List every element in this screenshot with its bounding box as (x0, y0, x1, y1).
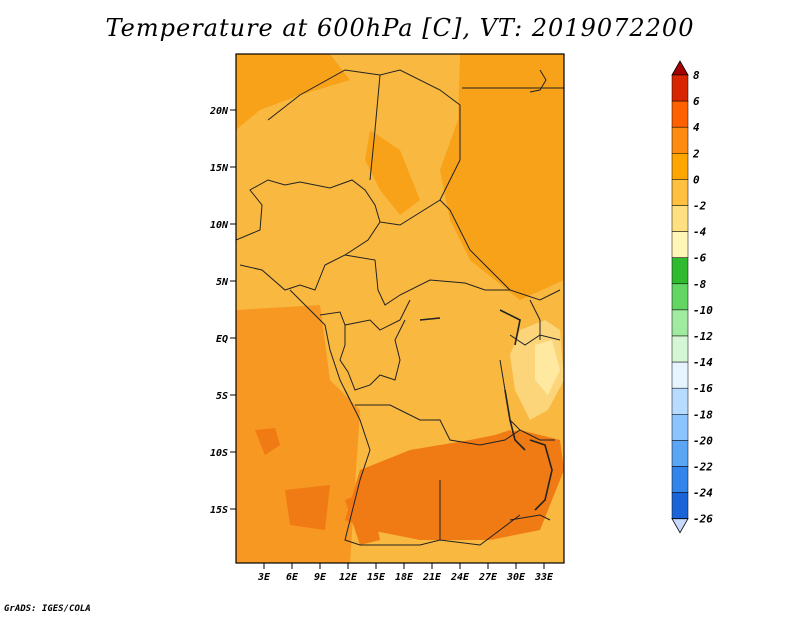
lat-label-10n: 10N (210, 220, 229, 231)
lon-label-3e: 3E (257, 572, 271, 583)
lon-label-6e: 6E (286, 572, 299, 583)
lon-label-15e: 15E (367, 572, 386, 583)
colorbar-label: -16 (693, 382, 713, 395)
map-frame (235, 53, 565, 564)
lon-label-21e: 21E (422, 572, 442, 583)
lon-label-27e: 27E (478, 572, 498, 583)
colorbar-label: -24 (693, 487, 713, 500)
colorbar-label: -4 (693, 226, 707, 239)
colorbar-swatch (671, 492, 689, 519)
temperature-field (236, 54, 564, 563)
colorbar-label: 2 (692, 147, 700, 160)
colorbar-label: -26 (693, 513, 713, 526)
colorbar-label: -20 (693, 434, 713, 447)
colorbar-label: 4 (693, 121, 700, 134)
colorbar-swatch (671, 231, 689, 258)
colorbar-label: 8 (693, 69, 700, 82)
lon-label-33e: 33E (534, 572, 554, 583)
colorbar-swatch (671, 440, 689, 467)
colorbar-swatch (671, 309, 689, 337)
lat-label-15n: 15N (210, 163, 229, 174)
colorbar-swatch (671, 387, 689, 415)
colorbar-bottom-arrow (671, 518, 689, 534)
lon-axis (263, 563, 545, 569)
colorbar-swatch (671, 283, 689, 311)
lat-label-10s: 10S (210, 448, 228, 459)
lon-label-12e: 12E (339, 572, 358, 583)
map-title: Temperature at 600hPa [C], VT: 201907220… (105, 14, 695, 42)
lat-axis (230, 109, 236, 510)
colorbar-swatch (671, 179, 689, 206)
colorbar-label: -18 (693, 408, 713, 421)
colorbar-swatch (671, 257, 689, 285)
lon-label-18e: 18E (395, 572, 414, 583)
lat-label-5s: 5S (216, 391, 228, 402)
colorbar-label: 0 (693, 173, 700, 186)
lat-label-eq: EQ (216, 334, 228, 345)
colorbar: 8 6 4 2 0 -2 -4 -6 -8 -10 -12 -14 -16 -18 -20 -22 -24 -26 (671, 60, 713, 534)
colorbar-swatch (671, 126, 689, 154)
colorbar-label: -22 (693, 461, 713, 474)
colorbar-swatch (671, 153, 689, 180)
colorbar-label: -12 (693, 330, 713, 343)
colorbar-label: -14 (693, 356, 713, 369)
colorbar-top-arrow (671, 60, 689, 76)
colorbar-swatch (671, 100, 689, 128)
lon-label-24e: 24E (450, 572, 470, 583)
lat-label-20n: 20N (209, 106, 229, 117)
colorbar-label: -10 (693, 304, 713, 317)
colorbar-label: -8 (693, 278, 707, 291)
colorbar-label: 6 (693, 95, 700, 108)
colorbar-swatch (671, 335, 689, 363)
lat-label-15s: 15S (210, 505, 228, 516)
colorbar-swatch (671, 414, 689, 441)
lon-label-30e: 30E (506, 572, 526, 583)
lon-label-9e: 9E (314, 572, 327, 583)
footer-credit: GrADS: IGES/COLA (4, 604, 91, 614)
colorbar-swatch (671, 205, 689, 232)
colorbar-swatch (671, 361, 689, 389)
colorbar-label: -6 (693, 252, 707, 265)
lat-label-5n: 5N (216, 277, 229, 288)
colorbar-swatch (671, 74, 689, 102)
colorbar-swatch (671, 466, 689, 493)
colorbar-label: -2 (693, 200, 707, 213)
